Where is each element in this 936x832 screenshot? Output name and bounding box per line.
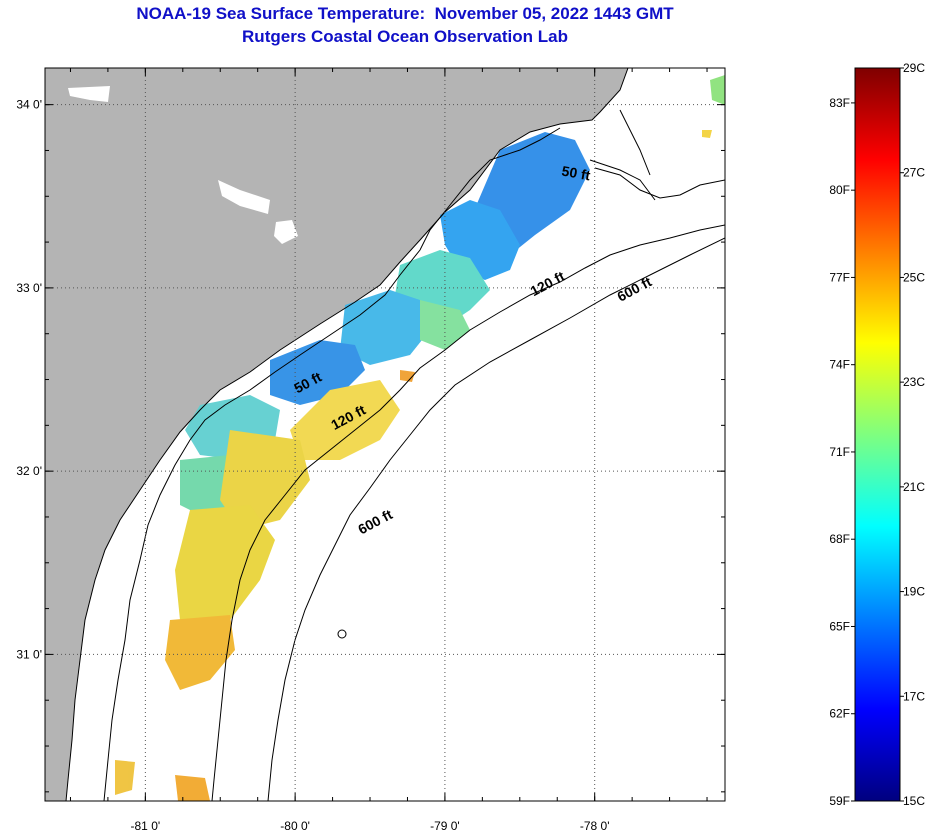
fahrenheit-label: 77F (829, 270, 850, 284)
lat-tick-label: 34 0' (16, 98, 42, 112)
celsius-label: 25C (903, 270, 925, 284)
colorbar (854, 67, 901, 802)
celsius-label: 19C (903, 585, 925, 599)
celsius-label: 15C (903, 794, 925, 808)
fahrenheit-label: 68F (829, 532, 850, 546)
contour-label: 50 ft (561, 163, 592, 184)
lon-tick-label: -79 0' (430, 819, 460, 832)
lat-tick-label: 32 0' (16, 464, 42, 478)
figure-title: NOAA-19 Sea Surface Temperature: Novembe… (136, 4, 674, 23)
barrier-islands (68, 86, 298, 244)
fahrenheit-label: 65F (829, 619, 850, 633)
celsius-label: 27C (903, 166, 925, 180)
graticule (45, 68, 725, 801)
fahrenheit-label: 62F (829, 707, 850, 721)
isobath-120ft (211, 224, 725, 801)
axis-ticks: -81 0' -80 0' -79 0' -78 0' 34 0' 33 0' 32 0' 3… (16, 68, 725, 832)
lon-tick-label: -81 0' (131, 819, 161, 832)
colorbar-labels: 29C 27C 25C 23C 21C 19C 17C 15C 83F 80F 77F 74F 71F 6… (829, 61, 925, 808)
map-frame (44, 67, 726, 802)
coastline (65, 68, 629, 801)
figure-subtitle: Rutgers Coastal Ocean Observation Lab (242, 27, 568, 46)
celsius-label: 23C (903, 375, 925, 389)
isobath-50ft (103, 127, 725, 801)
celsius-label: 29C (903, 61, 925, 75)
fahrenheit-label: 74F (829, 358, 850, 372)
celsius-label: 21C (903, 480, 925, 494)
lon-tick-label: -80 0' (280, 819, 310, 832)
lat-tick-label: 33 0' (16, 281, 42, 295)
fahrenheit-label: 80F (829, 183, 850, 197)
fahrenheit-label: 83F (829, 96, 850, 110)
celsius-label: 17C (903, 689, 925, 703)
isobath-600ft (267, 237, 725, 801)
land-mass (45, 68, 628, 801)
lat-tick-label: 31 0' (16, 647, 42, 661)
lon-tick-label: -78 0' (580, 819, 610, 832)
fahrenheit-label: 59F (829, 794, 850, 808)
sst-swath (115, 75, 725, 801)
fahrenheit-label: 71F (829, 445, 850, 459)
